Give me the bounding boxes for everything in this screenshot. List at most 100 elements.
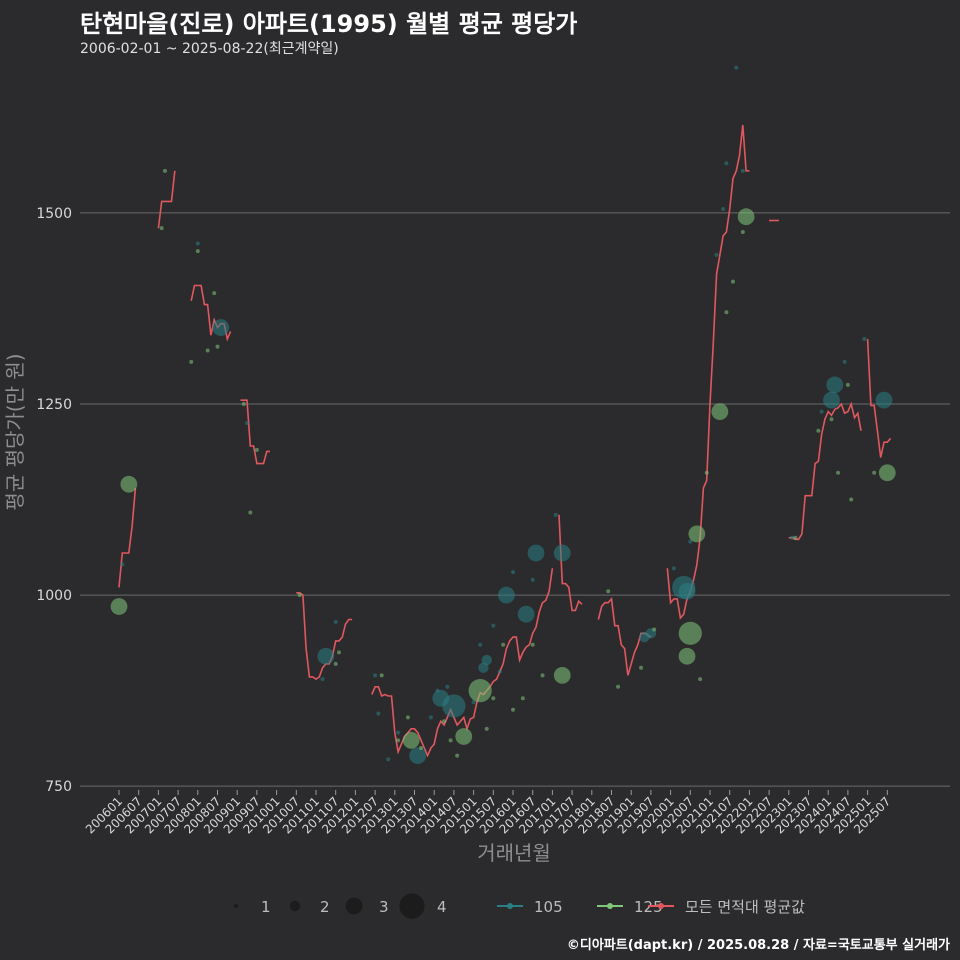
- point-125: [442, 719, 447, 724]
- point-125: [829, 417, 834, 422]
- size-legend-label: 1: [261, 898, 271, 916]
- point-125: [678, 647, 696, 665]
- point-125: [159, 226, 164, 231]
- y-tick-label: 750: [45, 779, 72, 795]
- y-tick-label: 1500: [36, 206, 72, 222]
- point-125: [740, 229, 745, 234]
- point-125: [698, 677, 703, 682]
- point-105: [714, 252, 719, 257]
- size-legend-dot: [289, 900, 301, 912]
- point-105: [376, 711, 381, 716]
- point-125: [215, 344, 220, 349]
- average-line-segment: [157, 170, 176, 229]
- grid-lines: [80, 212, 950, 787]
- point-105: [790, 535, 795, 540]
- point-105: [819, 409, 824, 414]
- point-105: [671, 566, 676, 571]
- point-125: [520, 696, 525, 701]
- point-125: [501, 642, 506, 647]
- point-105: [511, 570, 515, 575]
- point-125: [162, 168, 167, 173]
- point-105: [373, 673, 378, 678]
- point-125: [241, 401, 246, 406]
- caption: ©디아파트(dapt.kr) / 2025.08.28 / 자료=국토교통부 실…: [566, 938, 950, 953]
- point-125: [511, 707, 515, 712]
- point-125: [678, 621, 702, 645]
- point-125: [872, 470, 877, 475]
- point-105: [553, 544, 571, 562]
- point-125: [616, 684, 621, 689]
- point-105: [497, 669, 502, 674]
- size-legend-dot: [234, 904, 238, 908]
- point-125: [639, 665, 644, 670]
- point-125: [845, 382, 850, 387]
- size-legend-dot: [399, 893, 425, 919]
- point-125: [396, 738, 401, 743]
- point-125: [468, 679, 492, 703]
- point-125: [816, 428, 821, 433]
- x-ticks: 2006012006072007012007072008012008072009…: [83, 790, 893, 837]
- point-125: [402, 731, 420, 749]
- point-105: [491, 623, 496, 628]
- point-125: [336, 650, 341, 655]
- point-125: [405, 715, 410, 720]
- point-105: [471, 700, 476, 705]
- point-105: [120, 562, 125, 567]
- point-105: [823, 391, 840, 409]
- point-125: [606, 589, 611, 594]
- scatter-points: [110, 65, 896, 765]
- point-125: [836, 470, 841, 475]
- legend-key-label: 모든 면적대 평균값: [685, 898, 805, 916]
- point-105: [481, 654, 492, 666]
- point-105: [721, 207, 726, 212]
- point-125: [455, 728, 473, 745]
- point-125: [484, 726, 489, 731]
- point-105: [740, 168, 745, 173]
- legend-key-dot: [658, 903, 664, 909]
- legend-key-dot: [507, 903, 513, 909]
- point-125: [448, 738, 453, 743]
- average-line-segment: [866, 338, 892, 458]
- chart-subtitle: 2006-02-01 ~ 2025-08-22(최근계약일): [80, 41, 339, 57]
- legend-key-label: 105: [534, 898, 563, 916]
- point-125: [248, 510, 253, 515]
- point-105: [724, 161, 729, 166]
- point-125: [553, 666, 571, 684]
- point-125: [704, 470, 709, 475]
- chart-title: 탄현마을(진로) 아파트(1995) 월별 평균 평당가: [80, 10, 578, 38]
- legend-key-dot: [607, 903, 613, 909]
- point-105: [862, 337, 867, 342]
- y-tick-label: 1250: [36, 397, 72, 413]
- size-legend-label: 4: [437, 898, 447, 916]
- x-axis-title: 거래년월: [477, 841, 551, 865]
- point-125: [724, 310, 729, 315]
- point-125: [652, 627, 657, 632]
- average-lines: [118, 124, 892, 758]
- point-125: [333, 661, 338, 666]
- average-line-segment: [118, 488, 137, 588]
- point-105: [478, 642, 483, 647]
- point-105: [195, 241, 200, 246]
- average-line-segment: [240, 399, 270, 465]
- average-line-segment: [788, 401, 862, 541]
- point-105: [320, 677, 325, 682]
- point-125: [120, 475, 138, 493]
- y-tick-label: 1000: [36, 588, 72, 604]
- point-105: [527, 544, 545, 562]
- size-legend-dot: [345, 897, 363, 915]
- point-105: [842, 359, 847, 364]
- point-125: [254, 447, 259, 452]
- point-125: [730, 279, 735, 284]
- point-105: [734, 65, 739, 70]
- point-105: [245, 421, 250, 426]
- point-125: [205, 348, 210, 353]
- point-125: [878, 464, 896, 482]
- point-105: [688, 539, 693, 544]
- point-105: [875, 391, 893, 409]
- point-125: [419, 745, 424, 750]
- point-105: [428, 715, 433, 720]
- point-105: [530, 577, 535, 582]
- point-105: [826, 376, 844, 394]
- average-line-segment: [371, 568, 554, 758]
